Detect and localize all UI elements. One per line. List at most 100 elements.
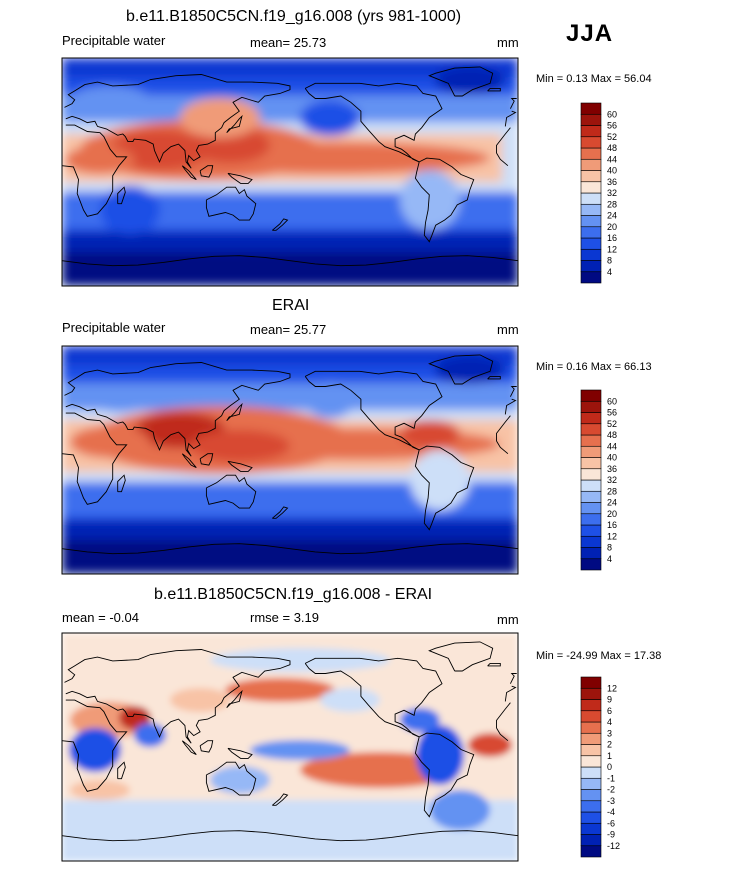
antarctica-coastline — [61, 543, 519, 555]
colorbar-1-swatch — [580, 113, 602, 126]
colorbar-3-tick-label: 4 — [607, 717, 612, 727]
colorbar-3-tick-label: 6 — [607, 706, 612, 716]
season-label: JJA — [566, 20, 614, 47]
coastline-outline — [504, 398, 517, 415]
map-frame-3 — [61, 632, 519, 862]
coastline-outline — [496, 415, 511, 441]
colorbar-3-swatch — [580, 800, 602, 813]
colorbar-1-tick-label: 60 — [607, 109, 617, 119]
colorbar-1-tick-label: 16 — [607, 233, 617, 243]
coastline-outline — [272, 793, 289, 806]
antarctica-coastline — [61, 255, 519, 267]
coastlines — [61, 66, 519, 842]
colorbar-3-swatch — [580, 744, 602, 757]
colorbar-2-swatch — [580, 468, 602, 481]
coastline-outline — [226, 689, 243, 709]
colorbar-3-tick-label: -4 — [607, 807, 615, 817]
colorbar-3-swatch — [580, 721, 602, 734]
colorbar-2-swatch — [580, 423, 602, 436]
colorbar-1-swatch — [580, 192, 602, 205]
coastline-outline — [227, 172, 253, 184]
panel3-mean-label: mean = -0.04 — [62, 610, 139, 625]
colorbar-3-tick-label: -6 — [607, 818, 615, 828]
coastline-outline — [414, 157, 475, 243]
coastline-outline — [428, 641, 494, 672]
colorbar-1-tick-label: 4 — [607, 267, 612, 277]
coastline-outline — [496, 727, 509, 742]
coastline-outline — [227, 747, 253, 759]
colorbar-2-swatch — [580, 389, 602, 402]
colorbar-3-tick-label: 1 — [607, 751, 612, 761]
colorbar-2-tick-label: 48 — [607, 430, 617, 440]
colorbar-3-tick-label: 12 — [607, 683, 617, 693]
colorbar-3-tick-label: -12 — [607, 841, 620, 851]
colorbar-1-tick-label: 40 — [607, 166, 617, 176]
colorbar-1-swatch — [580, 125, 602, 138]
coastline-outline — [117, 761, 126, 780]
coastline-outline — [205, 474, 257, 509]
panel3-rmse-label: rmse = 3.19 — [250, 610, 320, 625]
colorbar-2-tick-label: 12 — [607, 531, 617, 541]
coastline-outline — [414, 445, 475, 531]
colorbar-2-tick-label: 56 — [607, 408, 617, 418]
coastline-outline — [304, 82, 443, 163]
colorbar-2-tick-label: 8 — [607, 543, 612, 553]
map-panel-2 — [62, 346, 518, 574]
colorbar-2-swatch — [580, 513, 602, 526]
colorbar-3-swatch — [580, 777, 602, 790]
panel2-mean-label: mean= 25.77 — [250, 322, 327, 337]
coastline-outline — [64, 74, 291, 169]
colorbar-1-swatch — [580, 203, 602, 216]
coastline-outline — [199, 740, 214, 753]
coastline-outline — [227, 460, 253, 472]
colorbar-1-swatch — [580, 215, 602, 228]
colorbar-1-swatch — [580, 237, 602, 250]
colorbar-2-tick-label: 60 — [607, 396, 617, 406]
colorbar-3-swatch — [580, 834, 602, 847]
coastline-outline — [199, 165, 214, 178]
colorbar-1-swatch — [580, 226, 602, 239]
map-panel-1 — [62, 58, 518, 286]
colorbar-1-swatch — [580, 248, 602, 261]
colorbar-2-swatch — [580, 400, 602, 413]
coastline-outline — [181, 740, 197, 756]
coastline-outline — [199, 453, 214, 466]
colorbar-1-tick-label: 56 — [607, 121, 617, 131]
coastline-outline — [61, 124, 128, 217]
colorbar-2-tick-label: 40 — [607, 453, 617, 463]
coastline-outline — [504, 110, 517, 127]
colorbar-3-tick-label: -3 — [607, 796, 615, 806]
coastline-outline — [496, 440, 509, 455]
coastline-outline — [226, 402, 243, 422]
coastline-outline — [496, 702, 511, 728]
colorbar-1-swatch — [580, 260, 602, 273]
panel2-title: ERAI — [272, 297, 310, 314]
colorbar-2-swatch — [580, 445, 602, 458]
colorbar-1-tick-label: 8 — [607, 256, 612, 266]
coastline-outline — [181, 453, 197, 469]
panel1-minmax: Min = 0.13 Max = 56.04 — [536, 73, 652, 85]
map-frame-2 — [61, 345, 519, 575]
colorbar-2-swatch — [580, 558, 602, 571]
coastline-outline — [272, 218, 289, 231]
colorbar-1-tick-label: 24 — [607, 211, 617, 221]
colorbars: 4812162024283236404448525660481216202428… — [580, 102, 620, 858]
colorbar-1-swatch — [580, 102, 602, 115]
panel2-units-label: mm — [497, 322, 519, 337]
coastline-outline — [117, 474, 126, 493]
colorbar-1-swatch — [580, 147, 602, 160]
coastline-outline — [509, 386, 517, 397]
colorbar-3-swatch — [580, 845, 602, 858]
coastline-outline — [181, 165, 197, 181]
colorbar-1-tick-label: 48 — [607, 143, 617, 153]
colorbar-1-swatch — [580, 181, 602, 194]
coastline-outline — [509, 673, 517, 684]
panel1-title: b.e11.B1850C5CN.f19_g16.008 (yrs 981-100… — [126, 8, 462, 25]
colorbar-1-swatch — [580, 170, 602, 183]
colorbar-2-swatch — [580, 479, 602, 492]
coastline-outline — [61, 412, 128, 505]
colorbar-3-swatch — [580, 822, 602, 835]
colorbar-2-swatch — [580, 547, 602, 560]
colorbar-1-tick-label: 20 — [607, 222, 617, 232]
